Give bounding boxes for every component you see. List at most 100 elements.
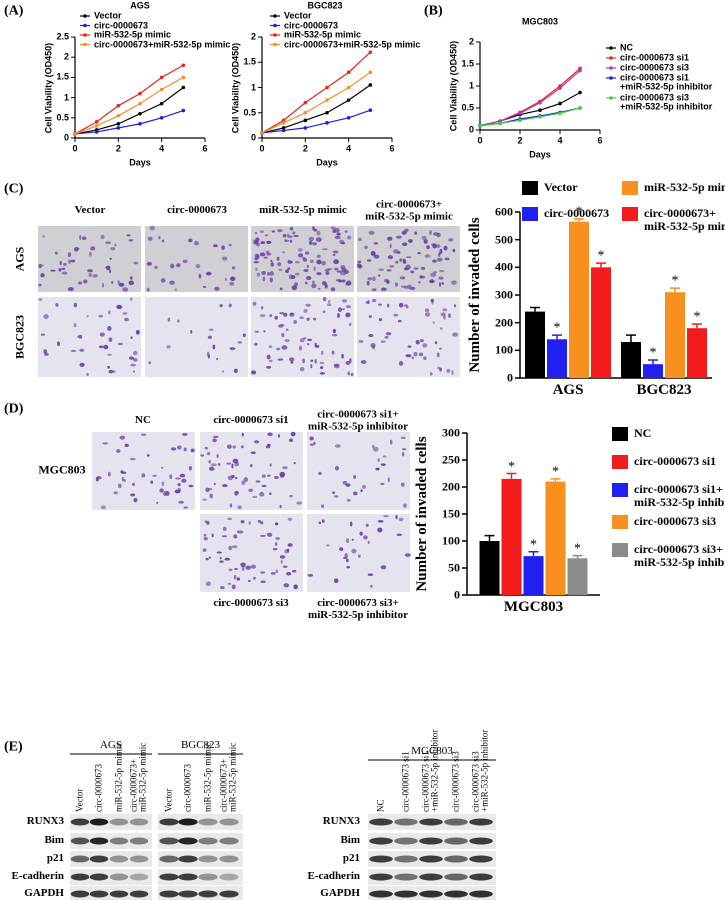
- panel-label: (E): [4, 739, 23, 755]
- cell: [277, 262, 282, 267]
- cell: [451, 370, 454, 376]
- y-tick-label: 0.5: [461, 102, 474, 113]
- cell: [202, 548, 207, 552]
- cell: [147, 236, 153, 241]
- legend-label: circ-0000673+miR-532-5p mimic: [284, 38, 421, 49]
- blot-band: [198, 855, 218, 863]
- cell: [226, 462, 232, 465]
- cell: [400, 285, 407, 288]
- cell: [426, 245, 430, 250]
- row-label: BGC823: [12, 314, 27, 360]
- bar: [665, 292, 685, 378]
- lane-label: circ-0000673+ miR-532-5p mimic: [218, 742, 238, 812]
- cell: [108, 369, 113, 374]
- cell: [43, 349, 48, 354]
- cell: [350, 372, 354, 377]
- cell: [261, 484, 267, 488]
- cell: [178, 500, 185, 504]
- cell: [102, 282, 105, 288]
- cell: [380, 463, 386, 466]
- cell: [177, 483, 181, 487]
- blot-band: [198, 818, 218, 826]
- cell: [107, 326, 112, 331]
- blot-band: [419, 837, 443, 845]
- legend-marker: [609, 76, 613, 80]
- cell: [436, 257, 443, 262]
- cell: [133, 350, 138, 356]
- cell: [232, 445, 236, 449]
- cell: [438, 276, 444, 280]
- cell: [106, 265, 111, 271]
- cell: [432, 244, 438, 249]
- series-line: [261, 51, 371, 134]
- cell: [443, 315, 446, 320]
- point: [368, 108, 373, 113]
- significance-marker: *: [530, 537, 537, 553]
- cell: [149, 225, 155, 231]
- cell: [250, 463, 253, 468]
- protein-label: GAPDH: [24, 887, 64, 900]
- cell: [309, 436, 314, 441]
- cell: [231, 463, 234, 469]
- legend-label: miR-532-5p mimic: [94, 29, 172, 40]
- cell: [128, 356, 135, 360]
- cell: [370, 250, 376, 256]
- cell: [254, 330, 260, 333]
- cell: [38, 283, 42, 287]
- column-label: circ-0000673 si1+ miR-532-5p inhibitor: [308, 408, 408, 432]
- cell: [276, 347, 281, 351]
- cell: [73, 246, 79, 252]
- point: [325, 85, 329, 90]
- cell: [240, 520, 245, 524]
- y-tick-label: 1.5: [243, 56, 256, 67]
- cell: [367, 540, 370, 544]
- point: [518, 118, 522, 123]
- cell: [132, 482, 135, 486]
- cell: [288, 274, 294, 280]
- cell: [282, 565, 288, 568]
- cell: [78, 334, 83, 339]
- cell: [290, 431, 296, 437]
- cell: [284, 239, 290, 242]
- cell: [206, 351, 210, 357]
- cell: [268, 345, 273, 348]
- y-axis-label: Number of invaded cells: [467, 217, 484, 373]
- cell: [346, 498, 351, 502]
- cell: [177, 445, 182, 450]
- cell: [333, 495, 339, 498]
- cell: [275, 569, 279, 573]
- cell: [260, 521, 264, 525]
- chart-title: AGS: [130, 0, 150, 11]
- cell: [366, 280, 370, 286]
- cell: [114, 243, 117, 247]
- legend-marker: [273, 33, 277, 37]
- legend-swatch: [522, 207, 538, 221]
- cell: [423, 356, 427, 361]
- cell: [266, 272, 271, 276]
- cell: [161, 466, 164, 469]
- legend-label: circ-0000673 si3+ miR-532-5p inhibitor: [634, 542, 725, 569]
- cell: [266, 354, 271, 360]
- legend-label: circ-0000673: [284, 19, 339, 30]
- cell: [321, 350, 324, 356]
- blot-band: [444, 890, 468, 898]
- cell: [245, 566, 250, 569]
- cell: [326, 544, 330, 547]
- legend-marker: [273, 14, 277, 18]
- y-axis-label: Cell Viability (OD450): [230, 42, 241, 133]
- cell: [279, 504, 282, 509]
- protein-label: E-cadherin: [11, 870, 64, 883]
- x-tick-label: 6: [202, 143, 208, 154]
- point: [181, 63, 186, 68]
- point: [181, 108, 186, 113]
- cell: [231, 276, 235, 281]
- legend-label: circ-0000673 si1 +miR-532-5p inhibitor: [620, 72, 713, 92]
- cell: [233, 534, 238, 539]
- cell: [163, 491, 167, 497]
- cell: [214, 286, 220, 291]
- cell: [330, 287, 336, 292]
- cell: [325, 271, 330, 276]
- cell: [443, 245, 448, 251]
- error-bar: [596, 262, 606, 268]
- cell: [181, 478, 187, 483]
